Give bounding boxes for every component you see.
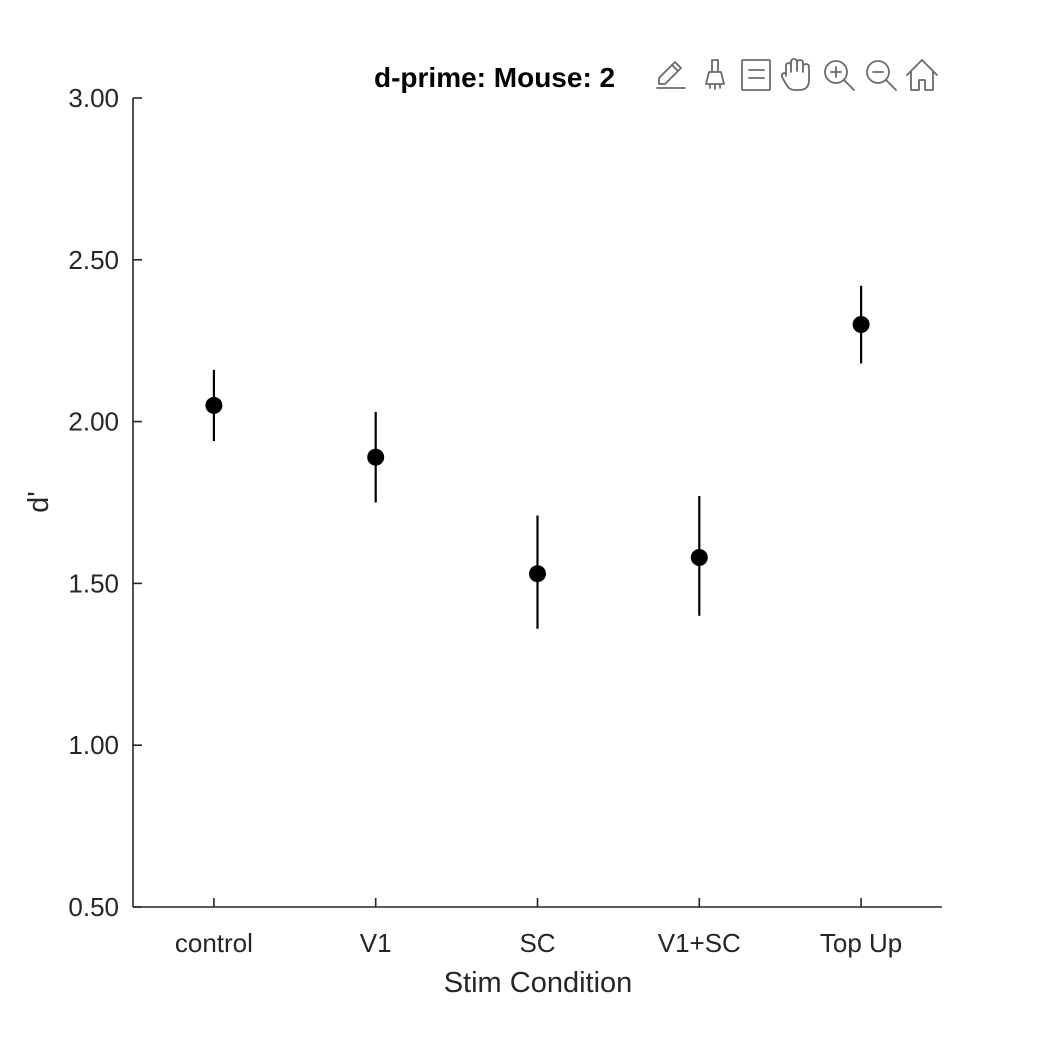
- x-tick-label: V1+SC: [658, 928, 741, 958]
- y-tick-label: 3.00: [68, 83, 119, 113]
- y-tick-label: 2.00: [68, 407, 119, 437]
- data-point: [852, 316, 870, 334]
- edit-pen-icon[interactable]: [656, 61, 686, 89]
- x-ticks: control V1 SC V1+SC Top Up: [175, 898, 902, 958]
- chart-marks: [205, 285, 870, 629]
- y-tick-label: 2.50: [68, 245, 119, 275]
- data-point: [367, 448, 385, 466]
- y-tick-label: 0.50: [68, 892, 119, 922]
- data-point: [205, 396, 223, 414]
- legend-icon[interactable]: [741, 59, 771, 91]
- zoom-in-icon[interactable]: [824, 60, 855, 91]
- axes-toolbar: [656, 58, 938, 91]
- y-tick-label: 1.00: [68, 730, 119, 760]
- data-point: [529, 565, 546, 583]
- chart-axes: [132, 98, 942, 908]
- home-icon[interactable]: [906, 59, 938, 91]
- x-tick-label: SC: [519, 928, 555, 958]
- x-tick-label: V1: [360, 928, 392, 958]
- x-tick-label: control: [175, 928, 253, 958]
- y-ticks: 0.50 1.00 1.50 2.00 2.50 3.00: [68, 83, 142, 922]
- y-tick-label: 1.50: [68, 568, 119, 598]
- chart-title: d-prime: Mouse: 2: [374, 62, 615, 93]
- zoom-out-icon[interactable]: [866, 60, 897, 91]
- brush-icon[interactable]: [705, 59, 725, 90]
- pan-hand-icon[interactable]: [780, 58, 810, 91]
- x-axis-label: Stim Condition: [444, 967, 633, 999]
- y-axis-label: d': [23, 491, 55, 513]
- x-tick-label: Top Up: [820, 928, 902, 958]
- data-point: [690, 549, 708, 567]
